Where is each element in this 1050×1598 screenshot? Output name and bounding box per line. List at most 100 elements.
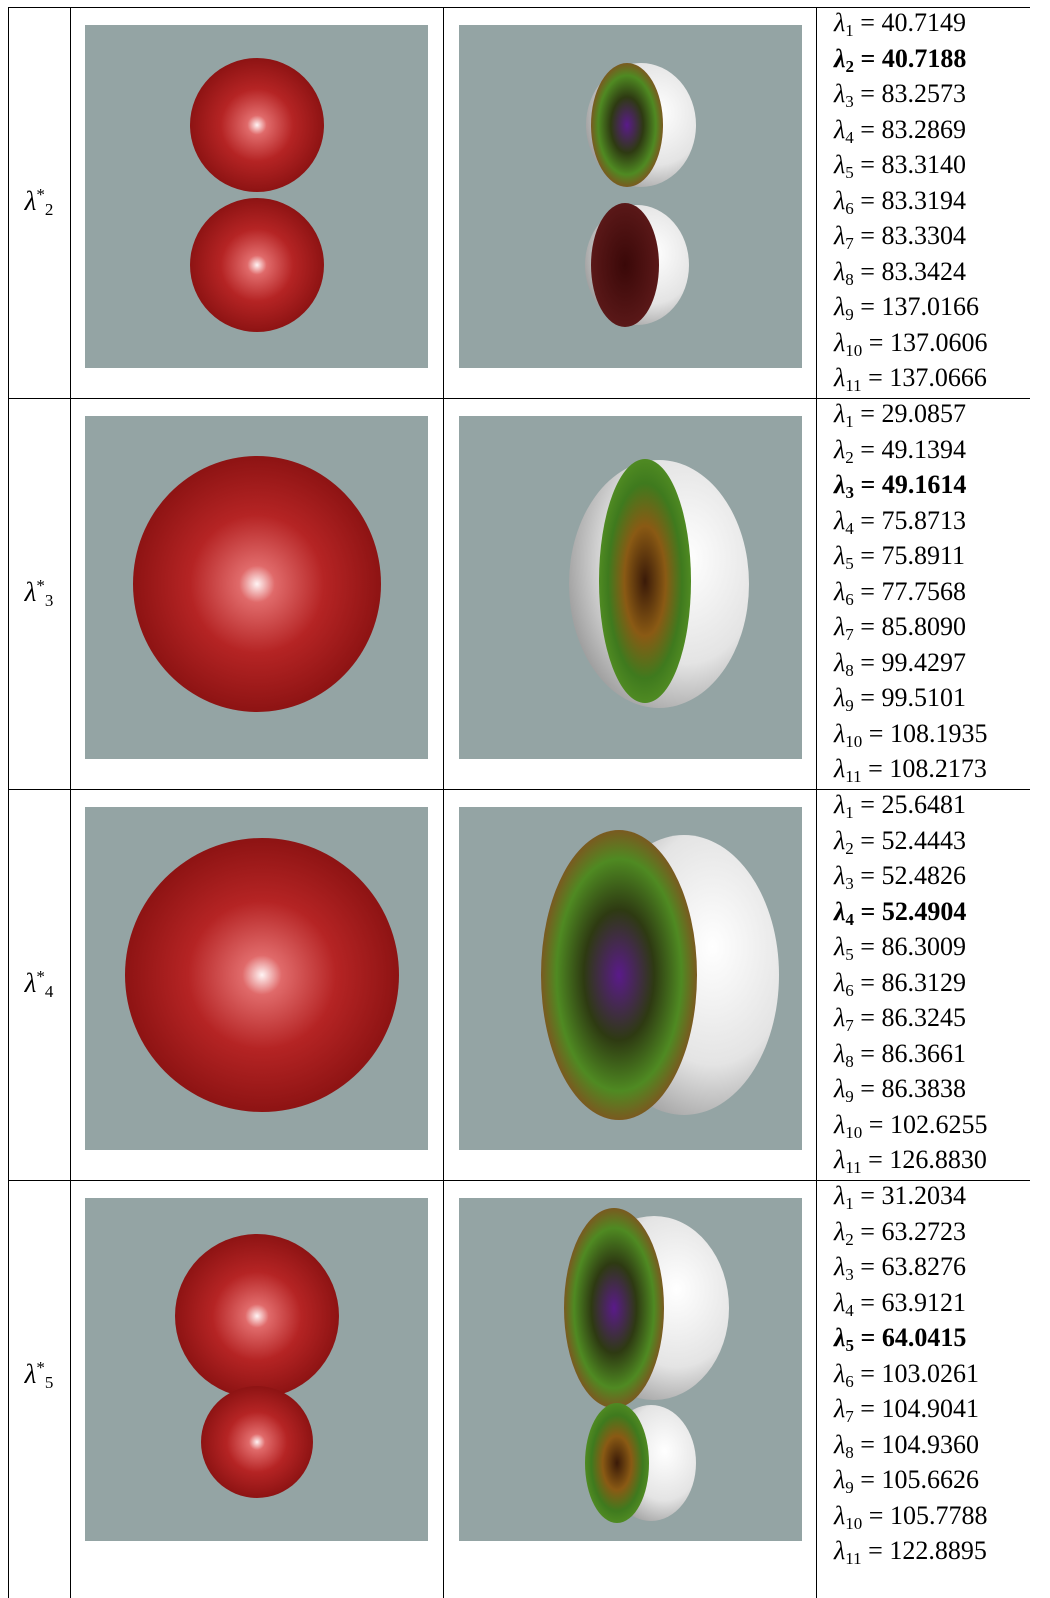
symbol: λ [834, 1109, 846, 1139]
index: 8 [845, 1442, 854, 1462]
value: 75.8713 [881, 505, 966, 535]
equals: = [860, 8, 875, 37]
index: 1 [845, 21, 854, 40]
symbol: λ [834, 434, 846, 464]
index: 7 [845, 1407, 854, 1426]
symbol: λ [834, 399, 846, 428]
symbol: λ [834, 1465, 846, 1494]
index: 2 [845, 447, 854, 467]
symbol: λ [24, 186, 37, 216]
eigenvalue: λ11 = 122.8895 [834, 1537, 987, 1573]
index: 11 [845, 376, 862, 395]
index: 10 [845, 731, 863, 751]
value: 63.8276 [881, 1252, 966, 1281]
shape [599, 459, 691, 703]
shape [591, 63, 663, 187]
shape [190, 198, 324, 332]
value: 63.2723 [881, 1216, 966, 1246]
equals: = [860, 896, 876, 926]
value: 99.5101 [881, 683, 966, 712]
symbol: λ [834, 1038, 846, 1068]
symbol: λ [834, 1536, 846, 1565]
symbol: λ [834, 43, 846, 73]
value: 86.3838 [881, 1074, 966, 1103]
symbol: λ [834, 79, 846, 108]
equals: = [860, 114, 875, 144]
symbol: λ [24, 577, 37, 607]
eigenvalue: λ7 = 86.3245 [834, 1004, 966, 1040]
column-border [70, 7, 71, 1598]
equals: = [868, 327, 884, 357]
eigenvalue: λ8 = 99.4297 [834, 647, 966, 685]
equals: = [860, 470, 876, 499]
index: 6 [845, 589, 854, 609]
eigenvalue: λ2 = 49.1394 [834, 434, 966, 472]
eigenvalue: λ9 = 86.3838 [834, 1075, 966, 1111]
eigenvalue: λ4 = 63.9121 [834, 1288, 966, 1325]
eigenvalue: λ2 = 52.4443 [834, 826, 966, 863]
symbol: λ [834, 363, 846, 392]
shape-image [85, 25, 428, 368]
index: 1 [845, 803, 854, 822]
equals: = [860, 399, 875, 428]
equals: = [868, 1500, 884, 1530]
eigenvalue: λ8 = 83.3424 [834, 256, 966, 294]
equals: = [860, 43, 876, 73]
symbol: λ [834, 1145, 846, 1174]
index: 9 [845, 1087, 854, 1106]
value: 83.3140 [881, 150, 966, 179]
index: 5 [845, 163, 854, 182]
eigenvalue: λ5 = 83.3140 [834, 151, 966, 187]
index: 6 [845, 198, 854, 218]
index: 11 [845, 1549, 862, 1568]
eigenvalue: λ4 = 75.8713 [834, 505, 966, 543]
star: * [36, 576, 45, 595]
equals: = [860, 1003, 875, 1032]
value: 108.1935 [889, 718, 988, 748]
equals: = [860, 79, 875, 108]
eigenvalue: λ1 = 40.7149 [834, 9, 966, 45]
index: 6 [845, 1371, 854, 1391]
shape-image [85, 1198, 428, 1541]
row-border [8, 789, 1030, 790]
eigenvalue: λ3 = 52.4826 [834, 862, 966, 898]
symbol: λ [834, 1358, 846, 1388]
equals: = [860, 967, 875, 997]
eigenvalue: λ7 = 85.8090 [834, 613, 966, 649]
symbol: λ [834, 1216, 846, 1246]
shape [591, 203, 659, 327]
value: 86.3009 [881, 932, 966, 961]
index: 8 [845, 660, 854, 680]
equals: = [860, 1216, 875, 1246]
equals: = [860, 1394, 875, 1423]
symbol: λ [834, 8, 846, 37]
eigenvalue: λ11 = 126.8830 [834, 1146, 987, 1182]
equals: = [860, 576, 875, 606]
index: 3 [845, 1265, 854, 1284]
eigenvalue: λ4 = 83.2869 [834, 114, 966, 152]
shape-image [85, 807, 428, 1150]
symbol: λ [834, 1252, 846, 1281]
index: 9 [845, 305, 854, 324]
value: 86.3129 [881, 967, 966, 997]
equals: = [860, 647, 875, 677]
index: 4 [845, 909, 855, 929]
value: 64.0415 [881, 1323, 967, 1352]
index: 1 [845, 1194, 854, 1213]
eigenvalue: λ5 = 64.0415 [834, 1324, 966, 1360]
value: 103.0261 [881, 1358, 979, 1388]
value: 83.3424 [881, 256, 966, 286]
index: 4 [845, 127, 854, 147]
value: 83.3304 [881, 221, 966, 250]
shape [175, 1234, 339, 1398]
symbol: λ [834, 327, 846, 357]
eigenvalue: λ5 = 86.3009 [834, 933, 966, 969]
index: 11 [845, 767, 862, 786]
row-label: λ*4 [8, 967, 70, 1002]
label-sub: 2 [44, 200, 54, 219]
symbol: λ [834, 1394, 846, 1423]
value: 122.8895 [889, 1536, 987, 1565]
eigenvalue: λ11 = 108.2173 [834, 755, 987, 791]
symbol: λ [834, 185, 846, 215]
equals: = [860, 1181, 875, 1210]
